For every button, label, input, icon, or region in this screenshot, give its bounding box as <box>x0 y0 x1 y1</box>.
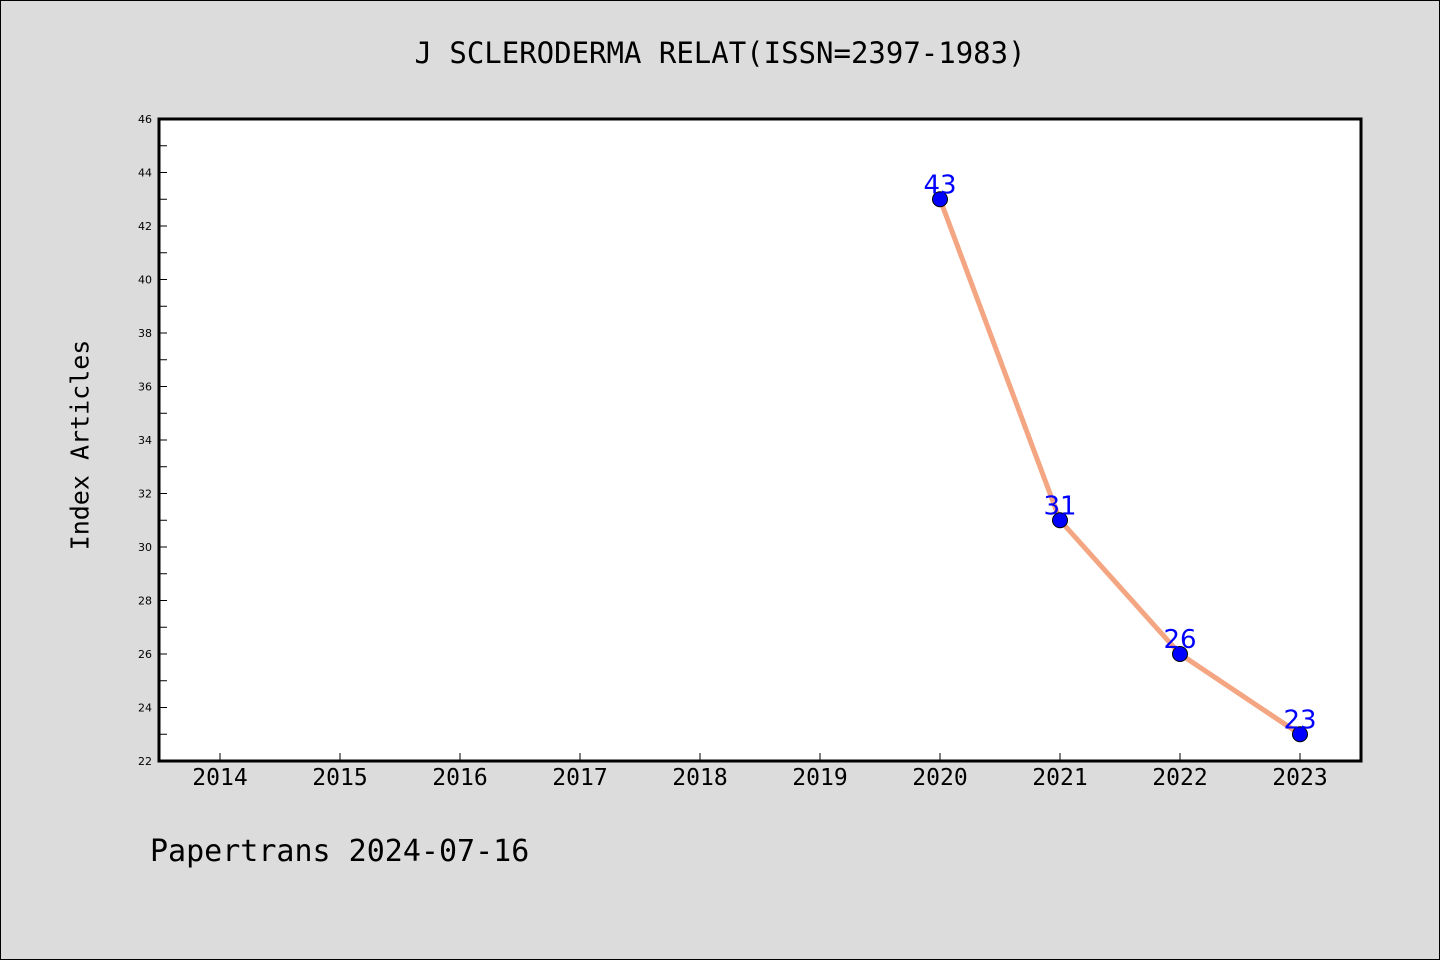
x-tick-label: 2017 <box>552 765 607 791</box>
data-label: 26 <box>1163 625 1196 655</box>
x-tick-label: 2023 <box>1272 765 1327 791</box>
series-line <box>937 198 1302 737</box>
x-axis: 2014 2015 2016 2017 2018 2019 2020 2021 2022 2023 <box>192 753 1328 791</box>
data-point <box>1052 512 1068 529</box>
y-tick-label: 40 <box>138 274 152 287</box>
y-axis: 22 24 26 28 30 32 34 36 38 40 42 44 46 <box>138 113 167 768</box>
plot-area <box>157 117 1363 763</box>
y-tick-label: 38 <box>138 327 152 340</box>
data-label: 43 <box>923 170 956 200</box>
footer-credit: Papertrans 2024-07-16 <box>150 834 530 869</box>
y-tick-label: 32 <box>138 488 152 501</box>
y-tick-label: 30 <box>138 541 152 554</box>
series-layer: 43 31 26 23 <box>923 170 1317 743</box>
y-tick-label: 28 <box>138 595 152 608</box>
x-tick-label: 2018 <box>672 765 727 791</box>
data-point <box>1172 646 1188 662</box>
y-tick-label: 26 <box>138 648 152 661</box>
y-tick-label: 46 <box>138 113 152 126</box>
y-tick-label: 36 <box>138 381 152 394</box>
data-point <box>1292 726 1308 743</box>
data-label: 23 <box>1283 705 1316 735</box>
x-tick-label: 2016 <box>432 765 487 791</box>
x-tick-label: 2019 <box>792 765 847 791</box>
y-tick-label: 42 <box>138 220 152 233</box>
chart-title: J SCLERODERMA RELAT(ISSN=2397-1983) <box>414 36 1026 70</box>
data-point <box>932 191 948 208</box>
y-tick-label: 24 <box>138 702 152 715</box>
x-tick-label: 2022 <box>1152 765 1207 791</box>
x-tick-label: 2015 <box>312 765 367 791</box>
y-tick-label: 34 <box>138 434 152 447</box>
data-label: 31 <box>1043 491 1076 521</box>
y-tick-label: 22 <box>138 755 152 768</box>
x-tick-label: 2021 <box>1032 765 1087 791</box>
x-tick-label: 2020 <box>912 765 967 791</box>
y-tick-label: 44 <box>138 167 152 180</box>
x-tick-label: 2014 <box>192 765 247 791</box>
